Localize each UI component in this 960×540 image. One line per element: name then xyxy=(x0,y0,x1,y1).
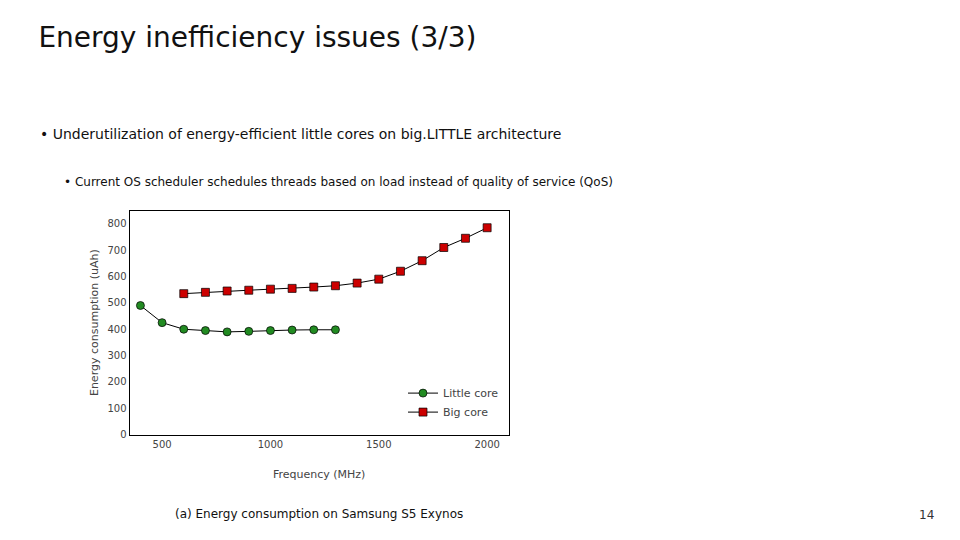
svg-text:800: 800 xyxy=(108,218,127,229)
svg-text:400: 400 xyxy=(108,324,127,335)
svg-text:• Underutilization of energy-e: • Underutilization of energy-efficient l… xyxy=(40,126,561,142)
svg-text:500: 500 xyxy=(108,297,127,308)
svg-text:Little core: Little core xyxy=(443,387,498,400)
svg-text:• Current OS scheduler schedul: • Current OS scheduler schedules threads… xyxy=(64,175,613,189)
svg-text:14: 14 xyxy=(919,508,934,522)
svg-text:1000: 1000 xyxy=(258,439,283,450)
svg-text:(a) Energy consumption on Sams: (a) Energy consumption on Samsung S5 Exy… xyxy=(175,507,463,521)
svg-text:Frequency (MHz): Frequency (MHz) xyxy=(273,468,365,481)
svg-text:1500: 1500 xyxy=(366,439,391,450)
svg-text:2000: 2000 xyxy=(474,439,499,450)
svg-text:600: 600 xyxy=(108,271,127,282)
svg-text:0: 0 xyxy=(120,429,126,440)
svg-text:Big core: Big core xyxy=(443,406,488,419)
svg-text:100: 100 xyxy=(108,403,127,414)
svg-text:500: 500 xyxy=(153,439,172,450)
svg-text:700: 700 xyxy=(108,245,127,256)
svg-text:200: 200 xyxy=(108,376,127,387)
svg-text:Energy inefficiency issues (3/: Energy inefficiency issues (3/3) xyxy=(38,21,476,54)
svg-text:Energy consumption (uAh): Energy consumption (uAh) xyxy=(88,249,101,396)
svg-text:300: 300 xyxy=(108,350,127,361)
